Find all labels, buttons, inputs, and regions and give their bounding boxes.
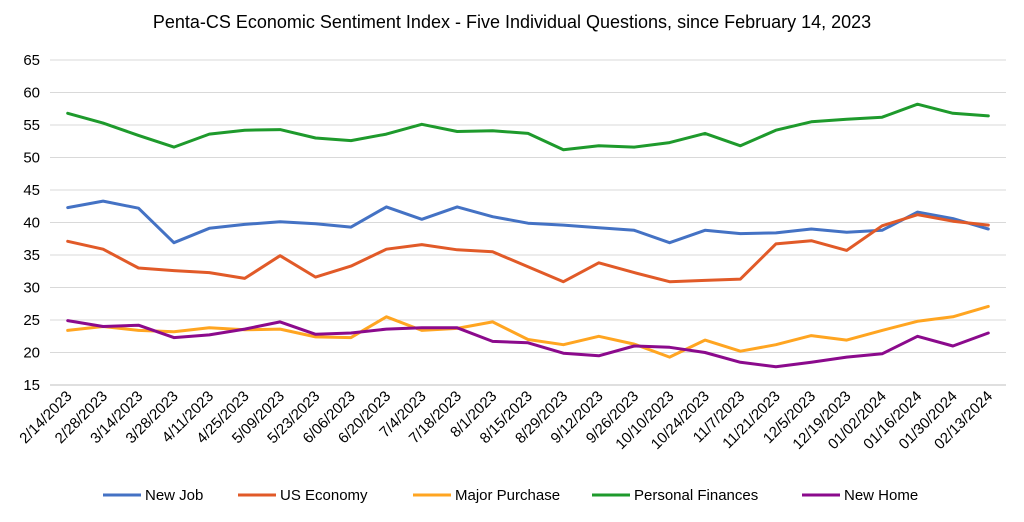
legend: New Job US Economy Major Purchase Personal … xyxy=(103,487,918,504)
series-line-new-job xyxy=(66,199,990,245)
y-tick-label: 15 xyxy=(23,377,40,394)
series-lines xyxy=(66,102,990,369)
y-tick-label: 45 xyxy=(23,182,40,199)
y-tick-label: 35 xyxy=(23,247,40,264)
series-line-us-economy xyxy=(66,213,990,284)
series-line-personal-finances xyxy=(66,102,990,152)
legend-label: New Job xyxy=(145,487,203,504)
series-line-new-home xyxy=(66,319,990,369)
legend-label: Major Purchase xyxy=(455,487,560,504)
chart-title: Penta-CS Economic Sentiment Index - Five… xyxy=(153,12,871,32)
y-tick-label: 65 xyxy=(23,52,40,69)
legend-label: New Home xyxy=(844,487,918,504)
y-tick-label: 50 xyxy=(23,150,40,167)
y-tick-label: 40 xyxy=(23,215,40,232)
series-line-major-purchase xyxy=(66,304,990,359)
y-tick-label: 25 xyxy=(23,312,40,329)
legend-label: US Economy xyxy=(280,487,368,504)
y-tick-label: 60 xyxy=(23,85,40,102)
legend-label: Personal Finances xyxy=(634,487,758,504)
y-tick-label: 30 xyxy=(23,280,40,297)
y-tick-label: 20 xyxy=(23,345,40,362)
y-tick-label: 55 xyxy=(23,117,40,134)
x-axis: 2/14/20232/28/20233/14/20233/28/20234/11… xyxy=(16,388,996,453)
y-axis: 15 20 25 30 35 40 45 50 55 60 65 xyxy=(23,52,40,394)
